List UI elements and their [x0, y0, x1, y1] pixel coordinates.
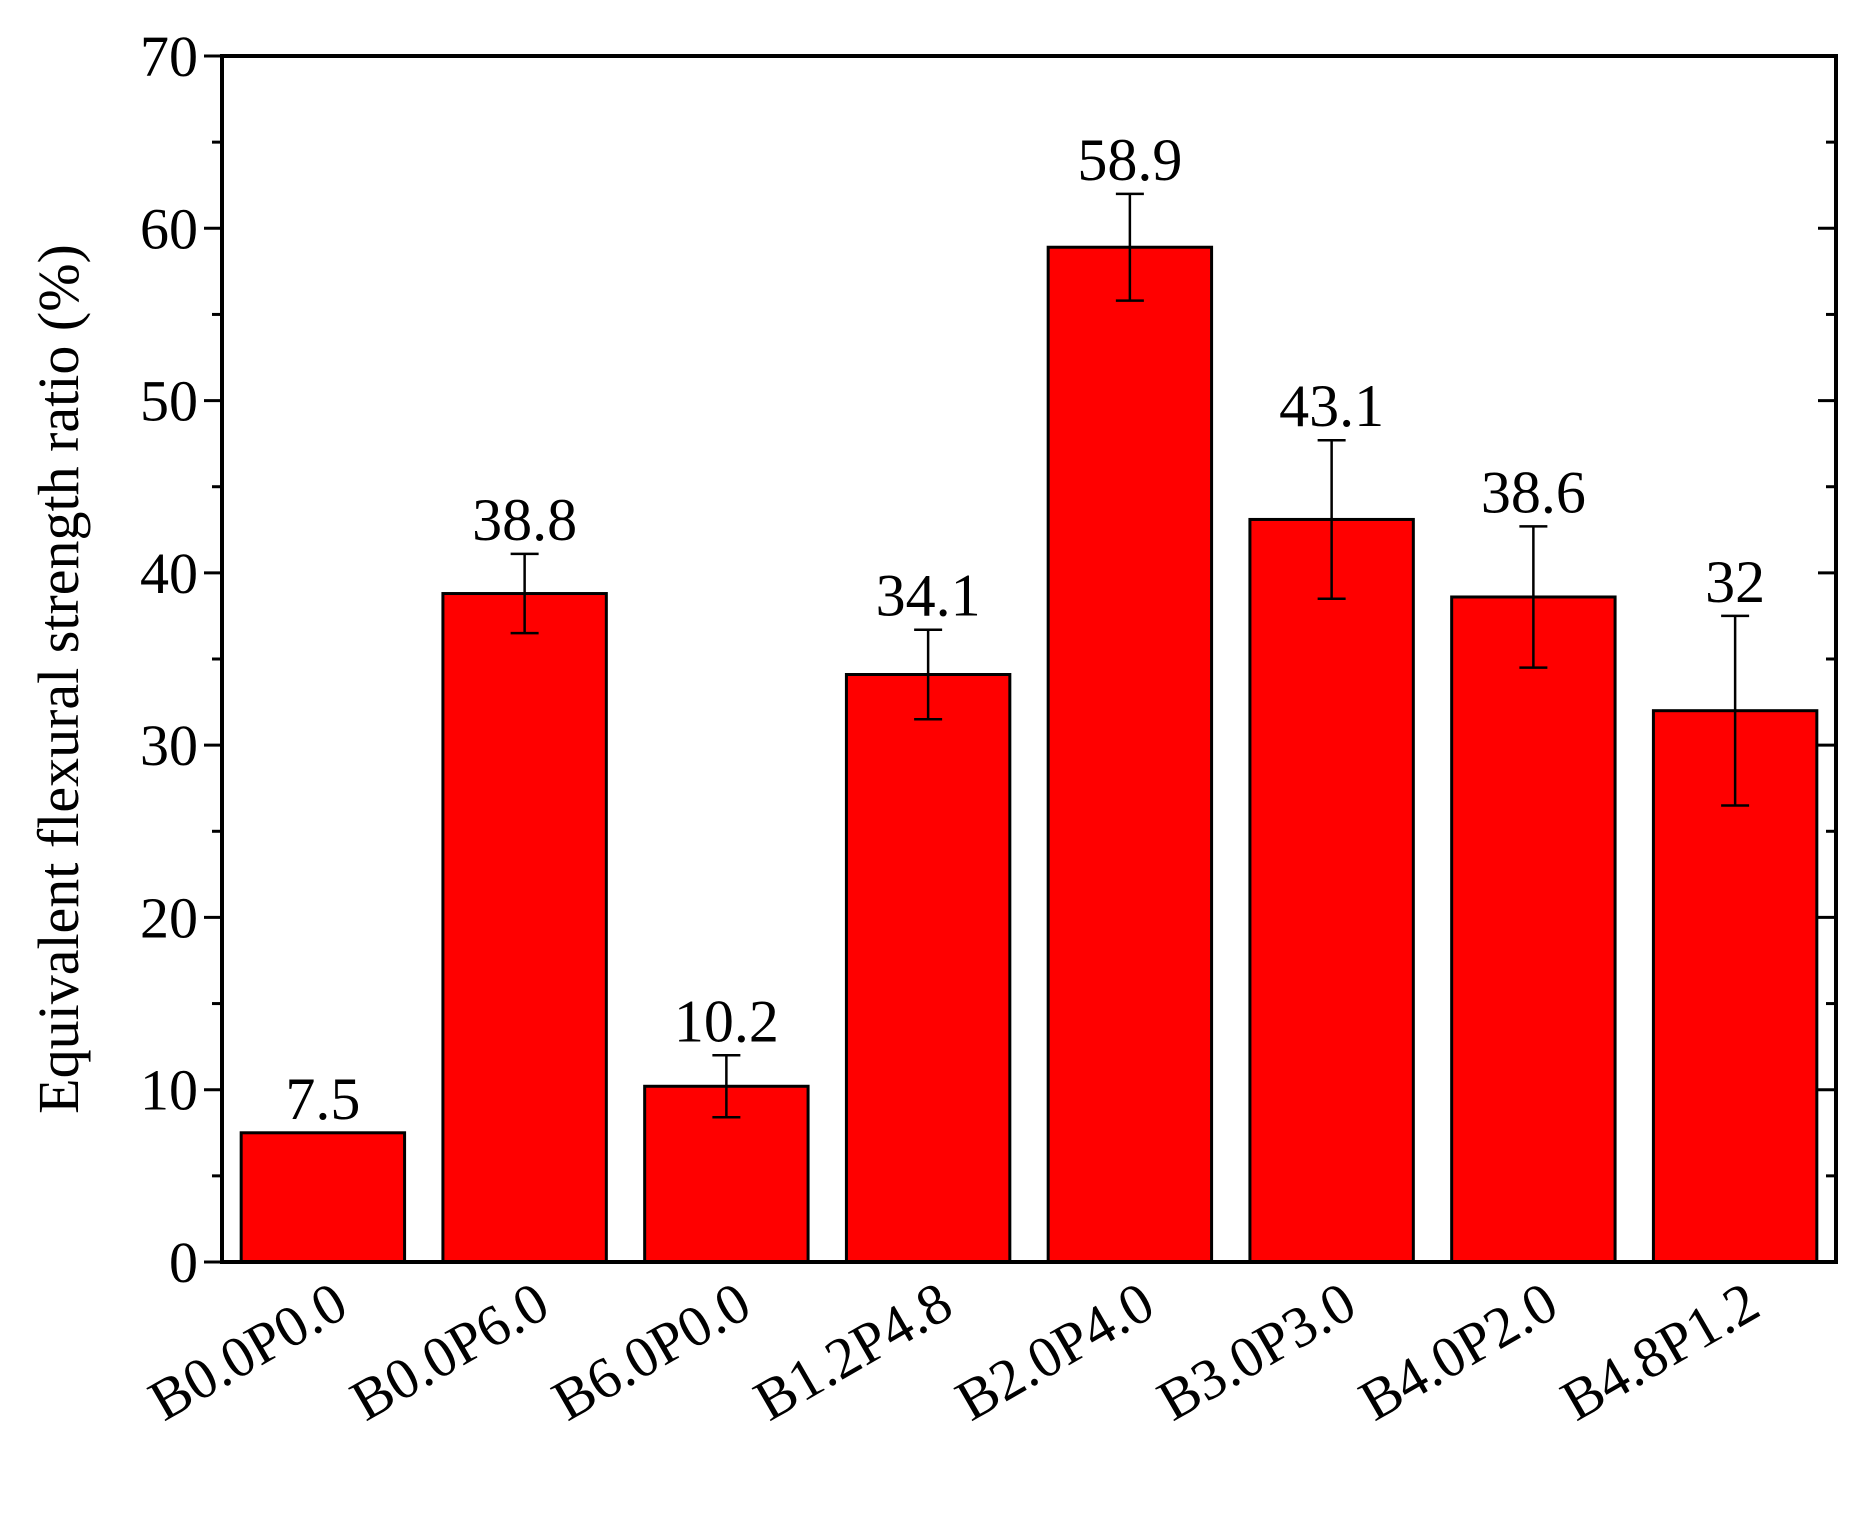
x-tick-label-B1.2P4.8: B1.2P4.8	[743, 1269, 963, 1433]
bar-B4.0P2.0	[1450, 595, 1617, 1264]
y-tick-label-0: 0	[169, 1230, 198, 1295]
error-bar-B0.0P6.0	[510, 552, 539, 635]
error-bar-B4.0P2.0	[1519, 525, 1548, 669]
y-tick-label-30: 30	[140, 713, 198, 778]
x-tick-label-B2.0P4.0: B2.0P4.0	[945, 1269, 1165, 1433]
value-labels-layer: 7.5 38.8 10.2 34.1 58.9 43.1 38.6 32	[285, 127, 1765, 1132]
error-bars-layer	[510, 192, 1750, 1119]
value-label-B0.0P0.0: 7.5	[285, 1066, 360, 1132]
x-tick-label-B6.0P0.0: B6.0P0.0	[541, 1269, 761, 1433]
x-tick-label-B0.0P6.0: B0.0P6.0	[340, 1269, 560, 1433]
bar-B3.0P3.0	[1248, 517, 1415, 1264]
value-label-B3.0P3.0: 43.1	[1279, 373, 1384, 439]
y-tick-label-40: 40	[140, 541, 198, 606]
value-label-B4.0P2.0: 38.6	[1481, 459, 1586, 525]
bar-B1.2P4.8	[844, 673, 1012, 1264]
value-label-B4.8P1.2: 32	[1705, 549, 1765, 615]
value-label-B2.0P4.0: 58.9	[1077, 127, 1182, 193]
y-tick-label-60: 60	[140, 196, 198, 261]
bar-B2.0P4.0	[1046, 245, 1214, 1264]
bar-B0.0P0.0	[239, 1131, 407, 1264]
error-bar-B4.8P1.2	[1721, 614, 1750, 807]
x-tick-label-B4.0P2.0: B4.0P2.0	[1348, 1269, 1568, 1433]
bar-B0.0P6.0	[441, 592, 608, 1264]
y-ticks-layer: 0 10 20 30 40 50 60 70	[140, 24, 1836, 1295]
y-tick-label-20: 20	[140, 885, 198, 950]
x-tick-label-B4.8P1.2: B4.8P1.2	[1550, 1269, 1770, 1433]
error-bar-B3.0P3.0	[1317, 438, 1346, 600]
y-tick-label-70: 70	[140, 24, 198, 89]
value-label-B1.2P4.8: 34.1	[876, 563, 981, 629]
value-label-B6.0P0.0: 10.2	[674, 988, 779, 1054]
error-bar-B1.2P4.8	[914, 628, 943, 721]
y-axis-title: Equivalent flexural strength ratio (%)	[26, 244, 91, 1114]
bars-layer	[239, 245, 1819, 1264]
x-tick-label-B3.0P3.0: B3.0P3.0	[1147, 1269, 1367, 1433]
y-tick-label-50: 50	[140, 369, 198, 434]
y-tick-label-10: 10	[140, 1058, 198, 1123]
x-ticks-layer: B0.0P0.0B0.0P6.0B6.0P0.0B1.2P4.8B2.0P4.0…	[138, 1269, 1770, 1433]
error-bar-B6.0P0.0	[712, 1054, 741, 1119]
value-label-B0.0P6.0: 38.8	[472, 487, 577, 553]
error-bar-B2.0P4.0	[1115, 192, 1144, 302]
